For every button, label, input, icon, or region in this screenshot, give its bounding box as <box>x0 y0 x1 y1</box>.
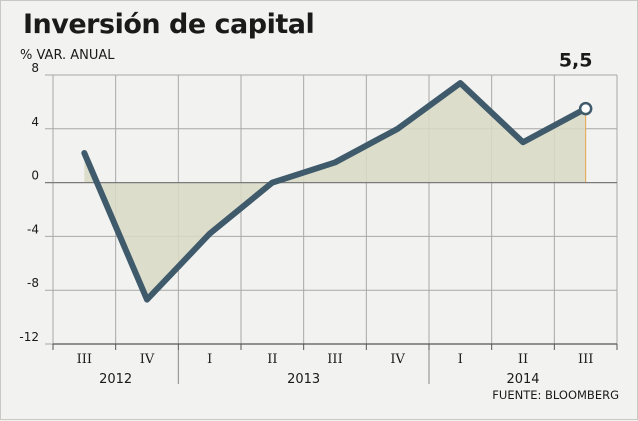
x-tick-label: II <box>518 352 528 367</box>
y-tick-label: -12 <box>19 330 39 344</box>
x-tick-label: II <box>267 352 277 367</box>
chart-title: Inversión de capital <box>23 9 315 40</box>
x-tick-label: IV <box>140 352 155 367</box>
x-tick-label: III <box>578 352 593 367</box>
y-tick-label: -8 <box>27 276 39 290</box>
y-tick-label: 4 <box>31 115 39 129</box>
y-tick-label: -4 <box>27 222 39 236</box>
series-area <box>84 83 586 300</box>
year-label: 2012 <box>99 372 132 387</box>
series-line <box>81 80 589 303</box>
x-tick-label: I <box>207 352 212 367</box>
x-tick-label: III <box>327 352 342 367</box>
y-tick-label: 0 <box>31 169 39 183</box>
x-tick-label: I <box>458 352 463 367</box>
chart-subtitle: % VAR. ANUAL <box>20 48 115 63</box>
highlight-value-label: 5,5 <box>559 50 593 72</box>
area-layer <box>84 83 587 300</box>
x-tick-label: III <box>77 352 92 367</box>
year-label: 2014 <box>506 372 539 387</box>
axis-layer <box>45 181 618 384</box>
chart-source: FUENTE: BLOOMBERG <box>492 388 619 402</box>
line-layer <box>81 80 593 303</box>
y-tick-label: 8 <box>31 61 39 75</box>
x-tick-label: IV <box>390 352 405 367</box>
year-label: 2013 <box>287 372 320 387</box>
highlight-point <box>578 101 593 116</box>
